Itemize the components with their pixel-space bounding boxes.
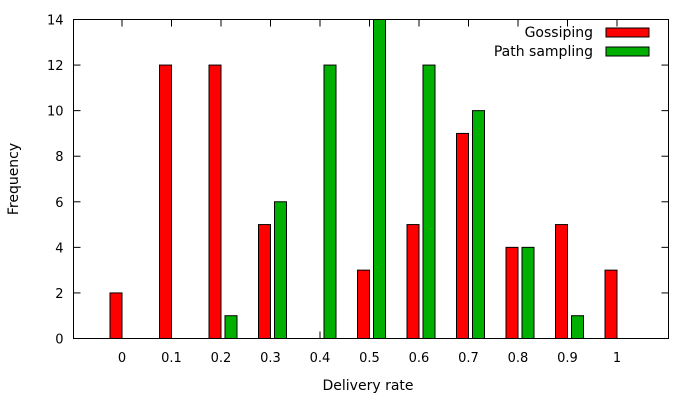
x-tick-label: 0.9 xyxy=(557,351,578,366)
bar-gossiping-0.5 xyxy=(357,269,370,339)
y-tick-label: 4 xyxy=(55,241,63,256)
y-tick-label: 14 xyxy=(47,14,64,29)
bar-path-sampling-0.3 xyxy=(274,201,287,339)
x-tick-label: 0.1 xyxy=(161,351,182,366)
y-tick-label: 12 xyxy=(47,59,64,74)
x-tick-label: 0.3 xyxy=(260,351,281,366)
x-tick-label: 0.5 xyxy=(359,351,380,366)
bar-gossiping-0.1 xyxy=(159,64,172,339)
bar-gossiping-0.2 xyxy=(208,64,222,339)
legend: Gossiping Path sampling xyxy=(494,25,650,60)
bar-gossiping-0 xyxy=(109,292,123,339)
y-axis-title: Frequency xyxy=(6,143,22,215)
legend-swatch-path-sampling xyxy=(605,46,650,57)
bar-path-sampling-0.2 xyxy=(224,315,238,340)
x-axis: 0 0.1 0.2 0.3 0.4 0.5 0.6 0.7 0.8 0.9 1 xyxy=(118,19,621,366)
y-tick-label: 10 xyxy=(47,105,64,120)
y-tick-label: 8 xyxy=(55,150,63,165)
y-tick-label: 2 xyxy=(55,287,63,302)
legend-swatch-gossiping xyxy=(605,27,650,38)
x-tick-label: 0.6 xyxy=(409,351,430,366)
bar-path-sampling-0.4 xyxy=(323,64,337,339)
bar-path-sampling-0.7 xyxy=(472,110,485,340)
x-tick-label: 0.7 xyxy=(458,351,479,366)
x-tick-label: 0.8 xyxy=(508,351,529,366)
plot-frame xyxy=(73,19,669,339)
y-axis: 0 2 4 6 8 10 12 14 xyxy=(47,14,669,348)
legend-label-path-sampling: Path sampling xyxy=(494,44,593,60)
x-tick-label: 1 xyxy=(613,351,621,366)
x-axis-title: Delivery rate xyxy=(323,378,414,394)
bar-gossiping-0.7 xyxy=(456,132,469,339)
bar-path-sampling-0.9 xyxy=(571,315,584,340)
bar-gossiping-0.8 xyxy=(505,246,519,340)
bar-gossiping-1 xyxy=(604,269,618,339)
y-tick-label: 0 xyxy=(55,333,63,348)
bar-path-sampling-0.8 xyxy=(521,246,535,340)
x-tick-label: 0.4 xyxy=(310,351,331,366)
legend-label-gossiping: Gossiping xyxy=(525,25,593,41)
bar-path-sampling-0.5 xyxy=(373,19,386,339)
bar-path-sampling-0.6 xyxy=(422,64,436,339)
bar-gossiping-0.9 xyxy=(555,224,568,339)
bars xyxy=(109,19,618,340)
bar-gossiping-0.6 xyxy=(406,224,420,339)
x-tick-label: 0.2 xyxy=(211,351,232,366)
x-tick-label: 0 xyxy=(118,351,126,366)
bar-gossiping-0.3 xyxy=(258,224,271,339)
y-tick-label: 6 xyxy=(55,196,63,211)
